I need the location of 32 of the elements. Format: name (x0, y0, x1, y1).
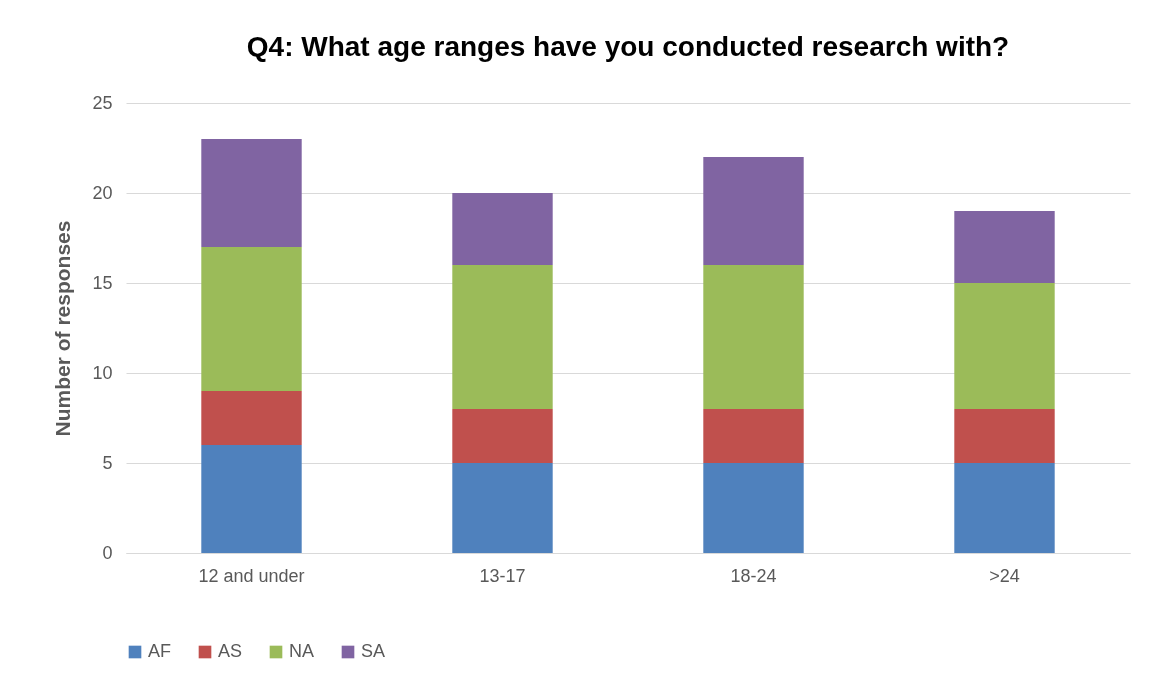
bar (201, 247, 302, 391)
y-axis-title: Number of responses (51, 220, 75, 437)
bar (703, 463, 804, 553)
bar (954, 211, 1055, 283)
bar (703, 409, 804, 463)
y-tick-label: 10 (92, 362, 113, 383)
y-tick-label: 15 (92, 272, 113, 293)
bar (201, 139, 302, 247)
bar (703, 157, 804, 265)
y-tick-label: 25 (92, 92, 113, 113)
x-tick-label: 18-24 (730, 565, 777, 586)
bar (703, 265, 804, 409)
x-tick-label: 12 and under (198, 565, 305, 586)
bar (201, 445, 302, 553)
y-tick-label: 5 (102, 452, 113, 473)
legend-label: AF (148, 641, 172, 661)
bar (452, 409, 553, 463)
x-tick-label: 13-17 (479, 565, 526, 586)
bar (954, 283, 1055, 409)
legend-label: NA (289, 641, 315, 661)
y-tick-label: 0 (102, 542, 113, 563)
bar (452, 265, 553, 409)
legend-label: SA (361, 641, 386, 661)
bar (954, 409, 1055, 463)
bar (954, 463, 1055, 553)
legend-label: AS (218, 641, 243, 661)
bar (452, 193, 553, 265)
bar (452, 463, 553, 553)
x-tick-label: >24 (989, 565, 1020, 586)
chart-title: Q4: What age ranges have you conducted research with? (246, 31, 1010, 62)
bar (201, 391, 302, 445)
y-tick-label: 20 (92, 182, 113, 203)
